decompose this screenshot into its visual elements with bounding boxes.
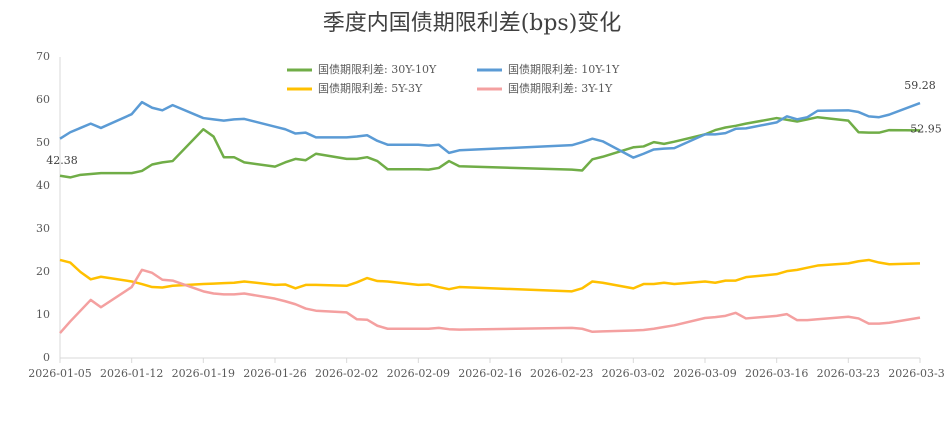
y-tick-label: 10 xyxy=(36,308,50,321)
y-tick-label: 50 xyxy=(36,136,50,149)
chart-title: 季度内国债期限利差(bps)变化 xyxy=(323,11,622,36)
legend-label: 国债期限利差: 3Y-1Y xyxy=(508,81,613,95)
x-tick-label: 2026-01-12 xyxy=(100,367,163,380)
x-tick-label: 2026-02-23 xyxy=(530,367,593,380)
data-label: 42.38 xyxy=(46,154,78,167)
x-tick-label: 2026-03-30 xyxy=(888,367,945,380)
x-tick-label: 2026-03-16 xyxy=(745,367,808,380)
series-line xyxy=(59,258,921,293)
y-tick-label: 60 xyxy=(36,93,50,106)
data-label: 59.28 xyxy=(904,79,936,92)
x-tick-label: 2026-02-02 xyxy=(315,367,378,380)
x-tick-label: 2026-03-23 xyxy=(817,367,880,380)
series-line xyxy=(59,115,921,179)
series-line xyxy=(59,100,921,159)
x-tick-label: 2026-03-09 xyxy=(673,367,736,380)
x-tick-label: 2026-01-19 xyxy=(172,367,235,380)
x-tick-label: 2026-01-26 xyxy=(243,367,306,380)
legend-label: 国债期限利差: 30Y-10Y xyxy=(318,62,437,76)
y-tick-label: 30 xyxy=(36,222,50,235)
x-tick-label: 2026-02-09 xyxy=(387,367,450,380)
data-label: 52.95 xyxy=(910,122,942,135)
x-tick-label: 2026-03-02 xyxy=(602,367,665,380)
legend-label: 国债期限利差: 10Y-1Y xyxy=(508,62,620,76)
series-line xyxy=(59,268,921,334)
x-tick-label: 2026-02-16 xyxy=(458,367,521,380)
legend-label: 国债期限利差: 5Y-3Y xyxy=(318,81,423,95)
x-tick-label: 2026-01-05 xyxy=(28,367,91,380)
y-tick-label: 40 xyxy=(36,179,50,192)
y-tick-label: 20 xyxy=(36,265,50,278)
y-tick-label: 70 xyxy=(36,50,50,63)
y-tick-label: 0 xyxy=(43,351,50,364)
